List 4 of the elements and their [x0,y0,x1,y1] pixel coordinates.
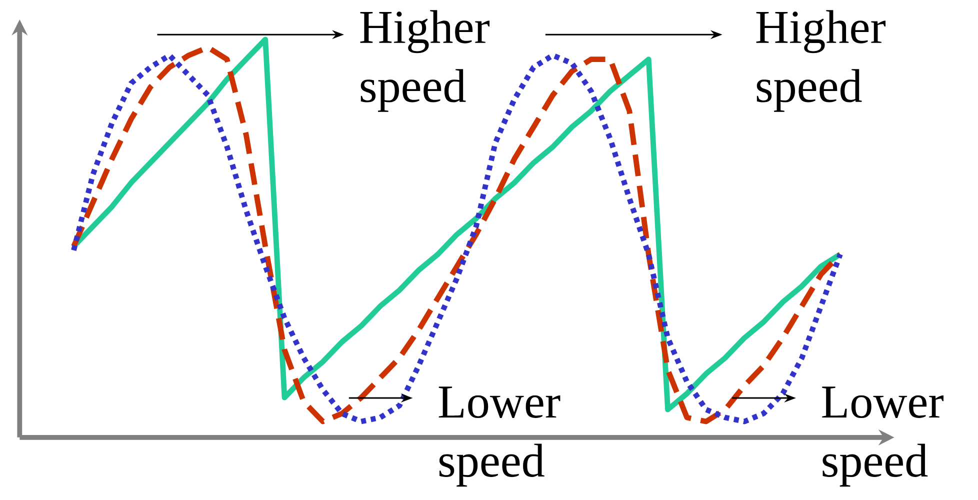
annotation: Higher speed [756,10,886,112]
annotation: Lower speed [822,386,944,487]
annotation: Lower speed [438,386,560,487]
annotation: Higher speed [360,10,490,112]
